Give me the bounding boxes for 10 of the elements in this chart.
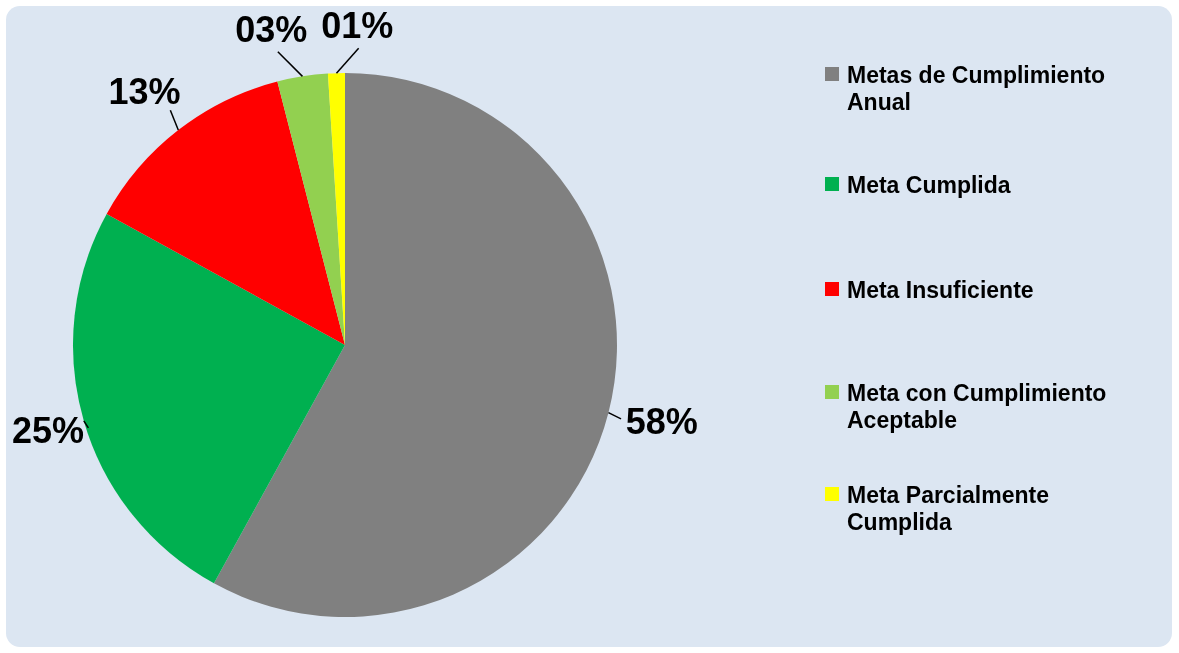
- data-label: 03%: [235, 8, 308, 50]
- data-label: 01%: [321, 5, 394, 47]
- legend-label: Metas de Cumplimiento Anual: [847, 62, 1107, 116]
- data-label: 13%: [108, 71, 181, 113]
- legend-label: Meta con Cumplimiento Aceptable: [847, 380, 1108, 434]
- legend-label: Meta Cumplida: [847, 172, 1011, 199]
- data-label: 25%: [12, 410, 85, 452]
- legend-label: Meta Parcialmente Cumplida: [847, 482, 1050, 536]
- data-label: 58%: [625, 400, 698, 442]
- legend-label: Meta Insuficiente: [847, 277, 1034, 304]
